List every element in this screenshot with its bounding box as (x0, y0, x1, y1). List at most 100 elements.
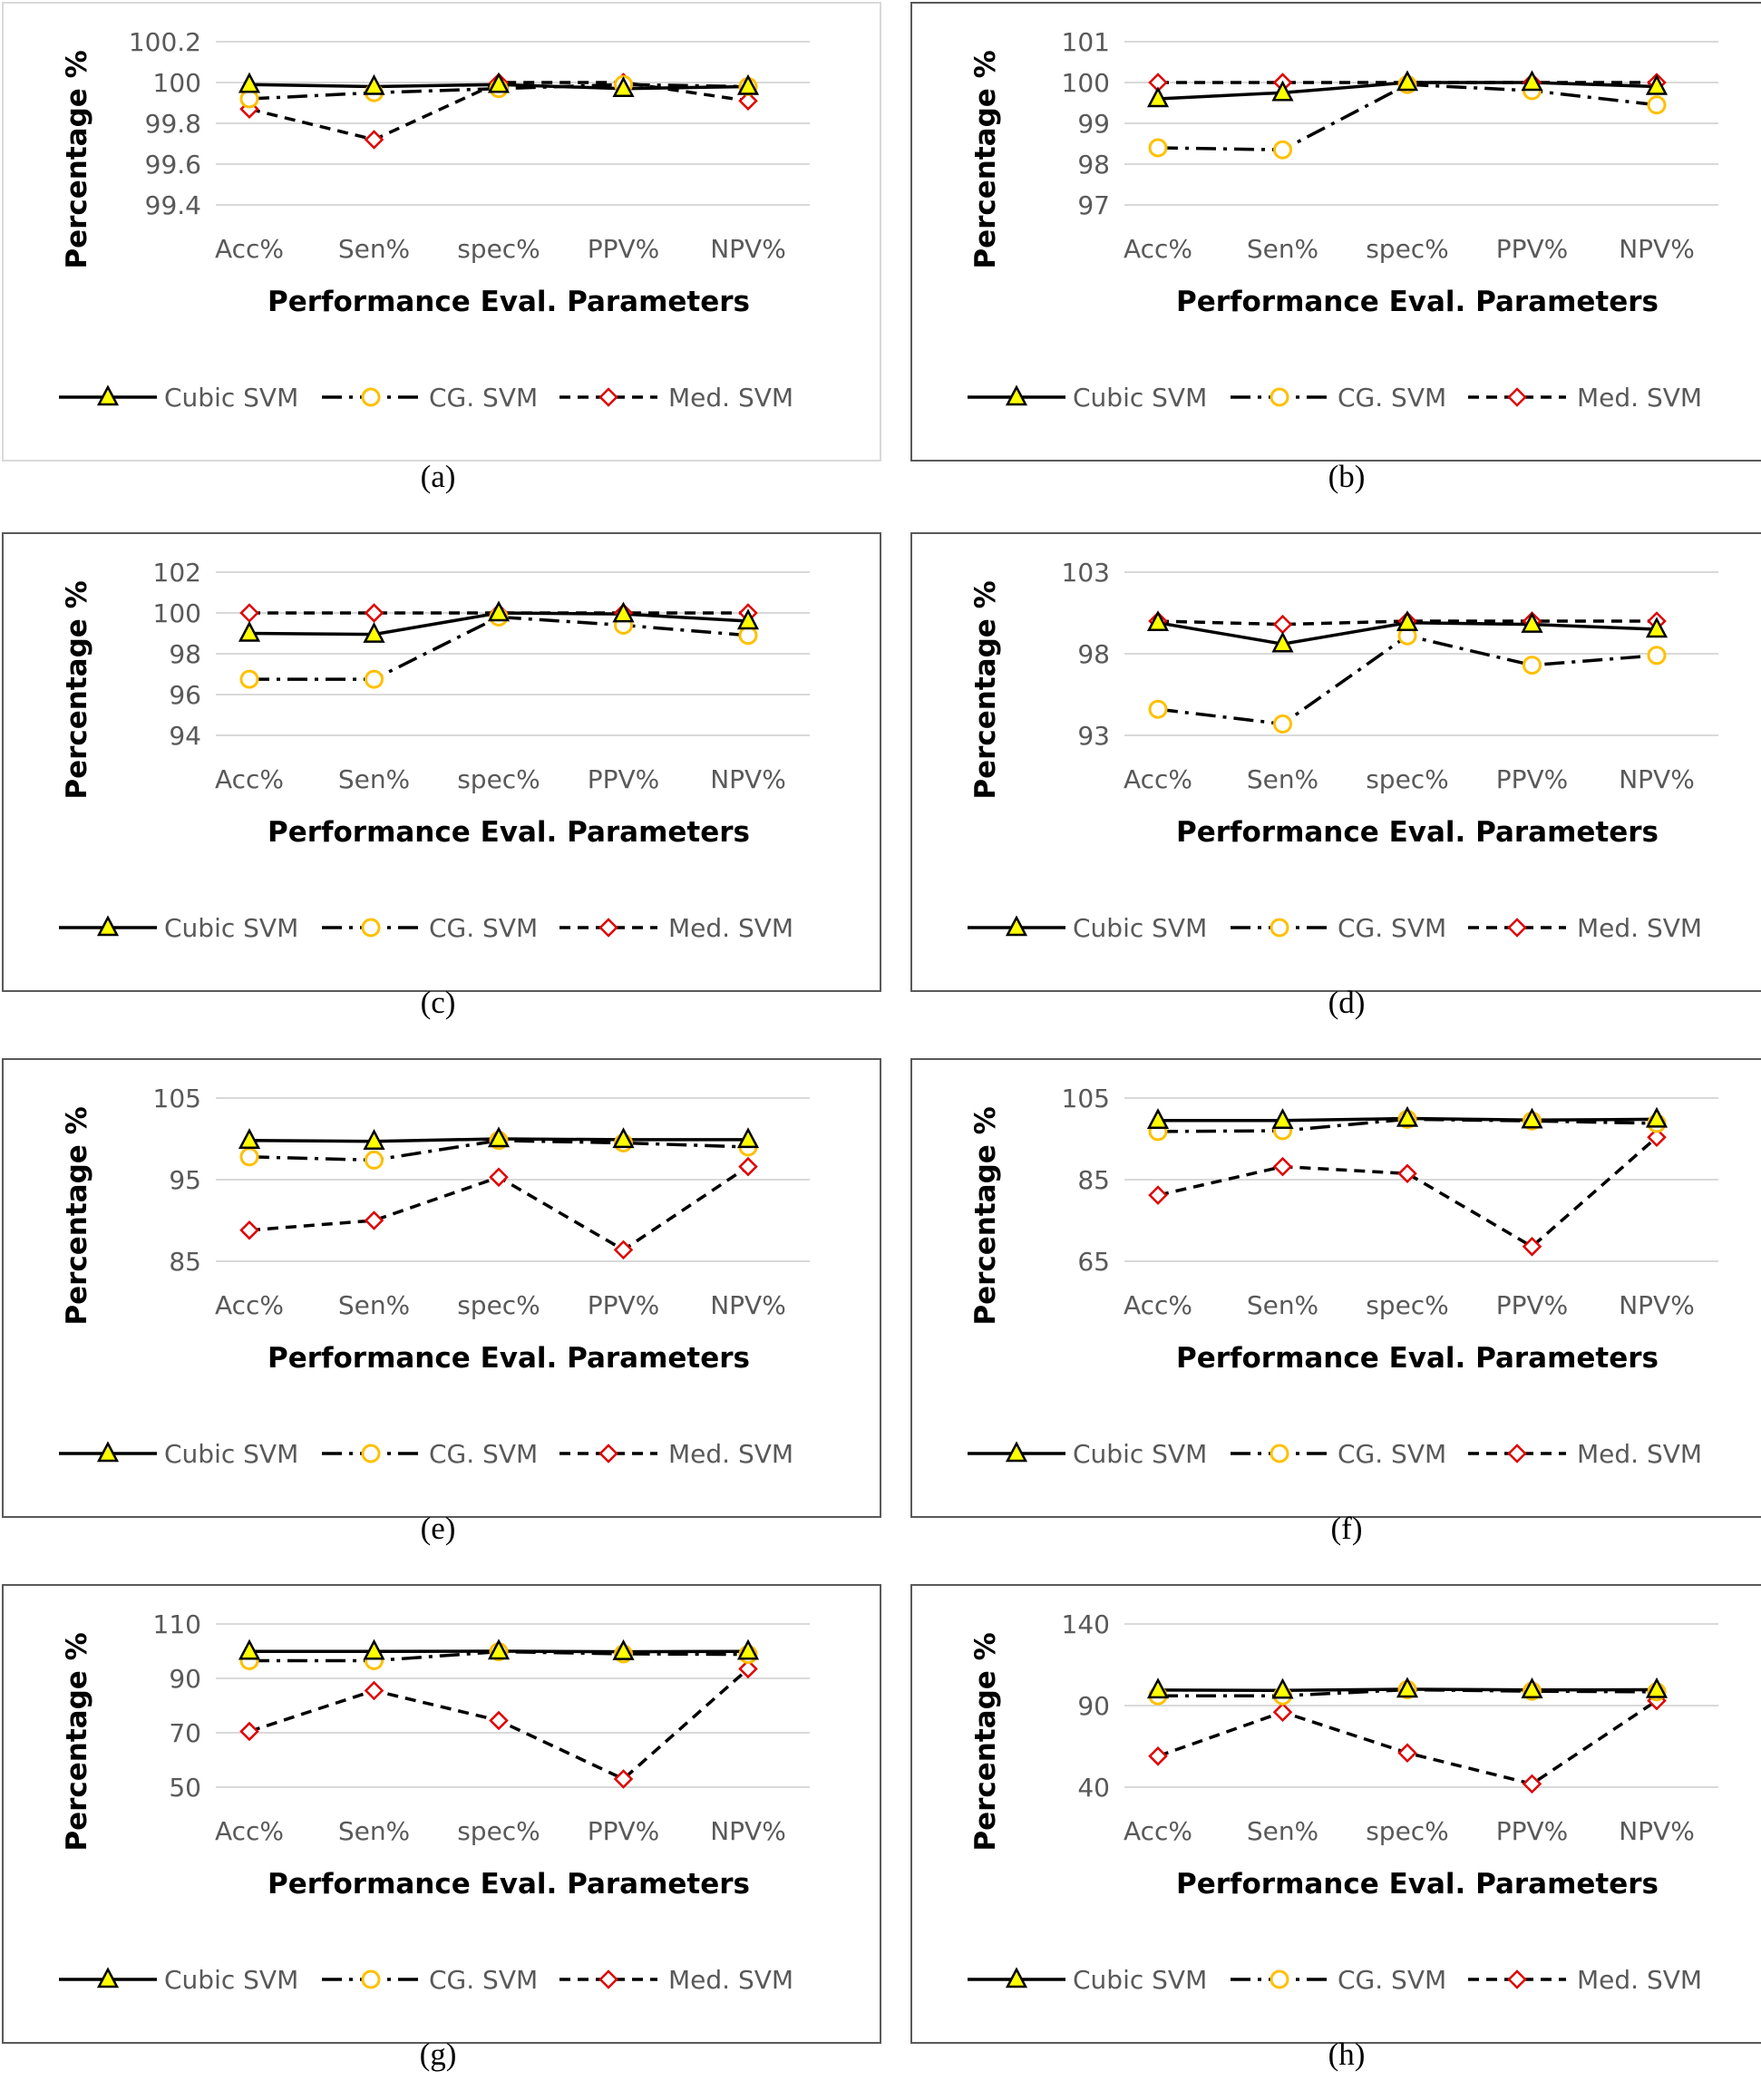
data-point (1521, 70, 1543, 92)
data-point (238, 620, 261, 642)
x-axis-title: Performance Eval. Parameters (1176, 816, 1659, 849)
x-tick-label: Acc% (1124, 1290, 1192, 1320)
x-tick-label: Sen% (1247, 764, 1318, 794)
x-tick-label: Sen% (338, 1290, 410, 1320)
data-point (612, 1638, 635, 1660)
data-point (612, 1127, 635, 1149)
data-point (736, 73, 760, 95)
data-point (1523, 656, 1542, 676)
legend-label: Med. SVM (1577, 913, 1702, 943)
legend-label: Med. SVM (668, 913, 793, 943)
data-point (1521, 1677, 1543, 1698)
x-axis-title: Performance Eval. Parameters (268, 286, 750, 318)
x-axis-title: Performance Eval. Parameters (1176, 1342, 1659, 1375)
legend-marker (598, 1969, 618, 1989)
y-tick-label: 93 (1077, 721, 1110, 751)
panel-border (2, 532, 881, 992)
x-tick-label: spec% (1366, 1816, 1449, 1846)
data-point (1645, 1106, 1669, 1128)
data-point (1647, 95, 1667, 115)
legend-label: Med. SVM (668, 1439, 793, 1469)
data-point (239, 89, 259, 109)
y-tick-label: 65 (1077, 1247, 1110, 1277)
data-point (613, 1240, 634, 1260)
data-point (1272, 1702, 1293, 1722)
legend-label: CG. SVM (429, 1439, 538, 1469)
x-tick-label: Sen% (338, 1816, 410, 1846)
data-point (364, 1210, 384, 1230)
chart-panel-g: 50 70 90 110 Acc% Sen% spec% PPV% NPV% Percentage… (2, 1584, 881, 2044)
data-point (1271, 631, 1294, 653)
x-axis-title: Performance Eval. Parameters (268, 1868, 750, 1901)
data-point (1148, 138, 1168, 158)
y-axis-title: Percentage % (61, 1632, 93, 1851)
data-point (487, 600, 511, 622)
series-line-cg-svm (249, 615, 749, 681)
y-axis-title: Percentage % (969, 1106, 1002, 1325)
x-tick-label: PPV% (588, 234, 660, 264)
x-tick-label: Acc% (1124, 764, 1192, 794)
data-point (1522, 1237, 1542, 1257)
data-point (1396, 1677, 1419, 1698)
chart-panel-h: 40 90 140 Acc% Sen% spec% PPV% NPV% Percentage %… (910, 1584, 1761, 2044)
x-tick-label: Acc% (215, 1290, 284, 1320)
legend-label: Cubic SVM (1073, 1439, 1207, 1469)
data-point (1146, 1677, 1170, 1699)
legend-marker (1270, 918, 1289, 938)
data-point (736, 608, 760, 630)
data-point (1645, 73, 1669, 95)
y-tick-label: 85 (169, 1247, 201, 1277)
x-tick-label: spec% (1366, 1290, 1449, 1320)
x-tick-label: spec% (457, 764, 540, 794)
x-tick-label: NPV% (1619, 1290, 1695, 1320)
data-point (1396, 70, 1419, 92)
legend-marker (1005, 915, 1028, 937)
x-tick-label: Sen% (338, 764, 410, 794)
legend-marker (361, 1444, 381, 1463)
data-point (363, 1638, 385, 1660)
chart-panel-f: 65 85 105 Acc% Sen% spec% PPV% NPV% Percentage %… (910, 1058, 1761, 1518)
x-tick-label: PPV% (1496, 1290, 1569, 1320)
y-tick-label: 140 (1062, 1609, 1110, 1639)
y-axis-title: Percentage % (61, 580, 93, 799)
data-point (1397, 1163, 1417, 1184)
data-point (1271, 1677, 1294, 1699)
legend-marker (598, 918, 618, 938)
x-tick-label: Acc% (215, 764, 284, 794)
series-line-cg-svm (1158, 1687, 1658, 1697)
chart-panel-c: 94 96 98 100 102 Acc% Sen% spec% PPV% NPV% Percent… (2, 532, 881, 992)
y-axis-title: Percentage % (969, 50, 1002, 268)
data-point (1521, 1107, 1543, 1129)
y-tick-label: 105 (1062, 1084, 1110, 1113)
y-axis-title: Percentage % (969, 580, 1002, 799)
legend-marker (361, 918, 381, 938)
x-tick-label: Sen% (1247, 1816, 1318, 1846)
y-tick-label: 40 (1077, 1773, 1110, 1803)
data-point (365, 669, 384, 689)
x-tick-label: spec% (1366, 234, 1449, 264)
data-point (738, 1658, 758, 1679)
x-tick-label: PPV% (1496, 234, 1569, 264)
legend-label: Cubic SVM (1073, 913, 1207, 943)
data-point (489, 1167, 509, 1188)
data-point (1146, 1108, 1170, 1129)
data-point (487, 1638, 511, 1660)
x-tick-label: PPV% (588, 1290, 660, 1320)
series-line-cg-svm (249, 1649, 749, 1663)
legend-label: CG. SVM (1338, 383, 1446, 413)
x-tick-label: PPV% (588, 1816, 660, 1846)
panel-border (910, 2, 1761, 462)
y-tick-label: 95 (169, 1165, 201, 1195)
panel-border (2, 2, 881, 462)
legend-label: Med. SVM (668, 383, 793, 413)
legend-label: Cubic SVM (1073, 1965, 1207, 1995)
series-line-cg-svm (248, 1139, 749, 1162)
data-point (736, 1127, 760, 1149)
x-tick-label: Acc% (215, 234, 284, 264)
x-axis-title: Performance Eval. Parameters (1176, 286, 1659, 318)
caption-h: (h) (1328, 2037, 1366, 2072)
y-tick-label: 100.2 (129, 27, 201, 57)
legend-marker (1507, 1444, 1527, 1463)
series-line-cg-svm (1157, 83, 1658, 152)
